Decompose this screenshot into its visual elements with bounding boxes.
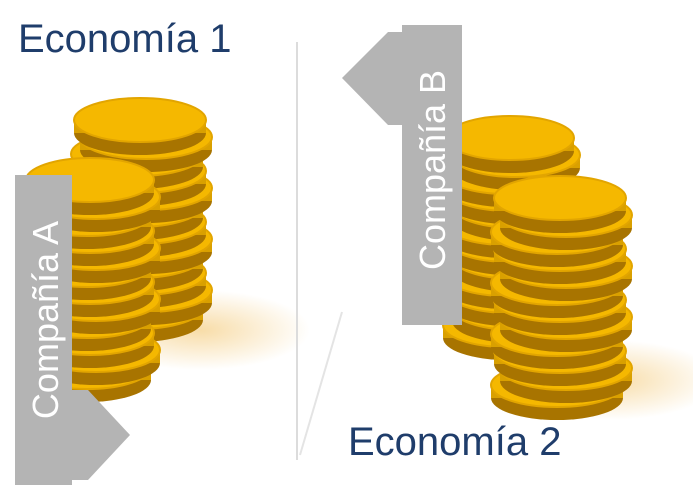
diagram: Economía 1 Economía 2 Compañía A Compañí… (0, 0, 693, 485)
coin-face (74, 98, 206, 142)
economy-label: Economía 2 (348, 420, 561, 464)
coin-face (494, 176, 626, 220)
coin-face (446, 116, 574, 160)
page: Economía 1 Economía 2 Compañía A Compañí… (0, 0, 693, 485)
economy-label: Economía 1 (18, 17, 231, 61)
company-label: Compañía B (412, 70, 453, 270)
company-label: Compañía A (25, 221, 66, 419)
coin-stacks (23, 98, 632, 420)
